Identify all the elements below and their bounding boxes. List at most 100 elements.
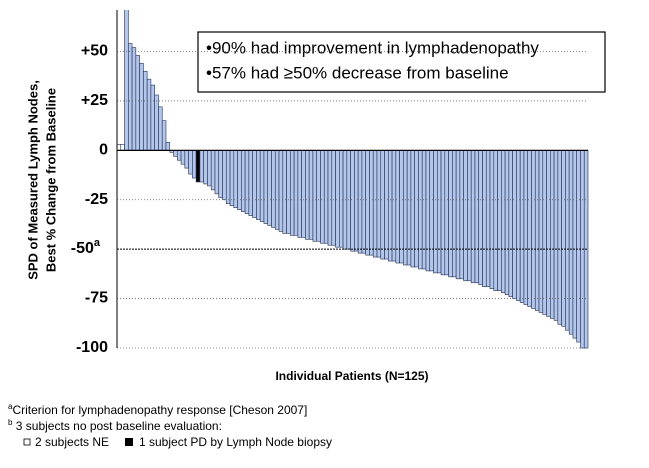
y-tick-label-text: +25: [81, 92, 108, 109]
bar: [369, 150, 374, 256]
bar: [380, 150, 385, 260]
bar: [531, 150, 536, 309]
bar: [463, 150, 468, 282]
bar: [154, 94, 159, 151]
y-tick-label-text: -25: [85, 191, 108, 208]
bar: [297, 150, 302, 238]
bar: [274, 150, 280, 230]
bar: [222, 150, 227, 201]
footnote-text: 3 subjects no post baseline evaluation:: [12, 419, 221, 433]
bar: [241, 150, 246, 212]
footnote-mark: b: [8, 418, 13, 427]
bar: [316, 150, 321, 242]
bar: [418, 150, 423, 270]
bar: [384, 150, 389, 260]
bar: [165, 142, 171, 151]
bar: [203, 150, 208, 185]
y-tick-label: -100: [76, 339, 108, 356]
bar: [335, 150, 340, 248]
bar: [342, 150, 348, 250]
bar: [229, 150, 235, 206]
bar: [176, 150, 182, 161]
bar: [448, 150, 453, 278]
bar: [470, 150, 476, 284]
bar: [331, 150, 336, 246]
bar: [282, 150, 287, 234]
bar: [267, 150, 272, 226]
bar: [440, 150, 446, 276]
bar: [305, 150, 310, 240]
x-axis-label: Individual Patients (N=125): [275, 369, 428, 383]
y-tick-sup: a: [94, 237, 101, 249]
bar: [290, 150, 295, 236]
footnote-text: Criterion for lymphadenopathy response […: [12, 403, 307, 417]
bar: [512, 150, 517, 299]
bar: [210, 150, 216, 191]
annotation: •57% had ≥50% decrease from baseline: [206, 63, 509, 82]
bar: [339, 150, 344, 248]
y-tick-label-text: +50: [81, 43, 108, 60]
bar: [184, 150, 189, 169]
bar: [195, 150, 201, 183]
bar: [429, 150, 434, 272]
y-axis-label: SPD of Measured Lymph Nodes,: [25, 80, 40, 280]
bar: [561, 150, 566, 327]
bar: [320, 150, 325, 244]
bar: [455, 150, 461, 280]
bar: [259, 150, 265, 222]
bar: [546, 150, 551, 317]
y-tick-label: -25: [85, 191, 108, 208]
bar: [124, 10, 129, 151]
bar: [406, 150, 412, 266]
bar: [576, 150, 581, 343]
bar: [361, 150, 366, 254]
bar: [323, 150, 329, 244]
y-tick-label-text: -75: [85, 290, 108, 307]
y-tick-label: +50: [81, 43, 108, 60]
bar: [527, 150, 532, 307]
bar: [248, 150, 253, 216]
bar: [131, 47, 137, 151]
bar: [523, 150, 529, 305]
bar: [357, 150, 363, 254]
bar: [482, 150, 487, 288]
bar: [286, 150, 291, 234]
bar: [139, 63, 144, 151]
legend-label: 1 subject PD by Lymph Node biopsy: [139, 435, 332, 449]
y-axis-label: Best % Change from Baseline: [43, 88, 58, 272]
bar: [474, 150, 480, 284]
bar: [135, 55, 140, 151]
bar: [192, 150, 197, 179]
bar: [572, 150, 577, 339]
bar: [143, 70, 148, 151]
bar: [161, 120, 167, 151]
bar: [188, 150, 193, 175]
bar: [485, 150, 491, 288]
bar: [553, 150, 559, 321]
bar: [534, 150, 540, 311]
bar: [244, 150, 250, 214]
bar: [308, 150, 314, 240]
bar: [425, 150, 431, 272]
y-tick-label: -75: [85, 290, 108, 307]
bar: [233, 150, 238, 208]
bar: [252, 150, 257, 218]
bar: [180, 150, 186, 165]
annotation: •90% had improvement in lymphadenopathy: [206, 38, 539, 57]
bar: [237, 150, 242, 210]
footnote-mark: a: [8, 402, 13, 411]
footnote: aCriterion for lymphadenopathy response …: [8, 402, 307, 417]
plot-area: [116, 10, 589, 349]
bar: [214, 150, 220, 195]
bar: [158, 106, 163, 151]
bar: [433, 150, 438, 274]
legend-swatch: [125, 438, 133, 446]
bar: [504, 150, 510, 295]
y-tick-label: -50a: [71, 237, 101, 257]
y-tick-label-text: 0: [99, 142, 108, 159]
bar: [116, 144, 122, 151]
bar: [497, 150, 502, 291]
bar: [271, 150, 276, 228]
bar: [350, 150, 355, 252]
